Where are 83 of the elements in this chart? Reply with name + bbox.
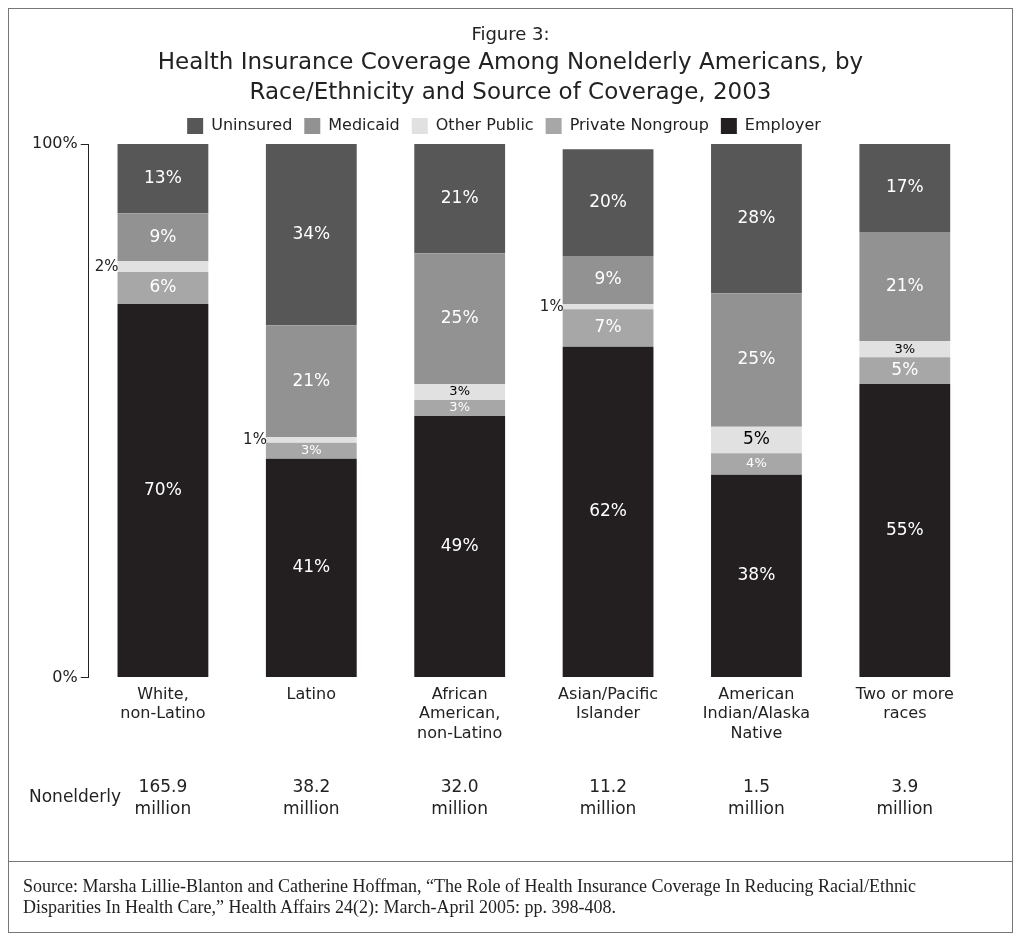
data-label: 3% (449, 383, 470, 399)
legend-label: Uninsured (211, 115, 293, 135)
data-label: 9% (149, 225, 177, 246)
bar (265, 442, 357, 459)
bar (117, 144, 209, 214)
bar (859, 357, 951, 385)
data-label: 3% (894, 340, 916, 356)
data-label: 38% (737, 564, 776, 585)
data-label: 2% (94, 256, 119, 275)
data-label: 70% (144, 478, 182, 499)
bar (117, 304, 209, 677)
bar (562, 256, 654, 305)
bar (859, 144, 951, 233)
data-label: 25% (440, 307, 479, 328)
data-label: 34% (292, 223, 331, 244)
x-tick-label: American Indian/Alaska Native (702, 684, 810, 742)
y-tick-label: 100% (31, 133, 78, 153)
data-label: 1% (243, 429, 267, 448)
bar (711, 453, 802, 475)
bar (711, 293, 802, 427)
bar (414, 384, 506, 401)
data-label: 5% (891, 359, 919, 380)
text: 38.2 million (282, 775, 340, 818)
data-label: 49% (440, 534, 479, 555)
data-label: 28% (737, 207, 776, 228)
x-tick-label: Two or more races (854, 684, 954, 723)
bar (711, 474, 802, 677)
bar (562, 149, 654, 257)
text: 3.9 million (876, 775, 934, 818)
bar (117, 272, 209, 305)
text: Nonelderly (29, 785, 122, 806)
legend-label: Private Nongroup (569, 115, 709, 135)
data-label: 9% (594, 268, 622, 289)
bar (265, 325, 357, 438)
data-label: 17% (885, 176, 924, 197)
bar (414, 400, 506, 417)
bar (859, 232, 951, 342)
data-label: 4% (746, 455, 767, 471)
bar (859, 341, 951, 358)
data-label: 1% (539, 296, 564, 315)
bar (711, 426, 802, 454)
data-label: 6% (149, 276, 177, 297)
data-label: 25% (737, 348, 776, 369)
text: 165.9 million (134, 775, 192, 818)
text: 1.5 million (728, 775, 785, 818)
data-label: 21% (292, 369, 331, 390)
y-tick-label: 0% (52, 666, 78, 686)
legend-label: Employer (744, 115, 822, 135)
x-tick-label: Latino (286, 684, 336, 704)
data-label: 41% (292, 556, 331, 577)
data-label: 20% (589, 191, 627, 212)
bar (562, 309, 654, 347)
chart-title: Health Insurance Coverage Among Nonelderly Americans, by Race/Ethnicity and Source of Coverage, 2003 (156, 47, 865, 106)
bar (265, 144, 357, 326)
chart-subtitle: Figure 3: (470, 23, 551, 44)
bar (711, 144, 802, 294)
data-label: 21% (885, 275, 924, 296)
bar (414, 416, 506, 677)
bar (562, 346, 654, 677)
bar (414, 144, 506, 254)
bar (265, 458, 357, 677)
bar (562, 304, 654, 310)
text: 32.0 million (431, 775, 488, 818)
legend-label: Other Public (435, 115, 534, 135)
data-label: 62% (589, 500, 627, 521)
data-label: 3% (449, 399, 470, 415)
x-tick-label: White, non-Latino (120, 684, 206, 723)
text: 11.2 million (579, 775, 637, 818)
bar (117, 213, 209, 262)
data-label: 3% (300, 442, 322, 458)
legend-label: Medicaid (328, 115, 400, 135)
data-label: 21% (440, 187, 479, 208)
x-tick-label: African American, non-Latino (417, 684, 503, 742)
data-label: 55% (885, 518, 924, 539)
bar (414, 253, 506, 385)
bar (265, 437, 357, 443)
data-label: 5% (742, 428, 770, 449)
bar (859, 384, 951, 677)
x-tick-label: Asian/Pacific Islander (558, 684, 659, 723)
bar (117, 261, 209, 273)
data-label: 7% (594, 316, 622, 337)
source-note: Source: Marsha Lillie-Blanton and Catherine Hoffman, “The Role of Health Insurance Coverage In Reducing Racial/Ethnic Disparities In Health Care,” Health Affairs 24(2): March-April 2005: pp. 398-408. (23, 876, 917, 918)
data-label: 13% (144, 167, 182, 188)
